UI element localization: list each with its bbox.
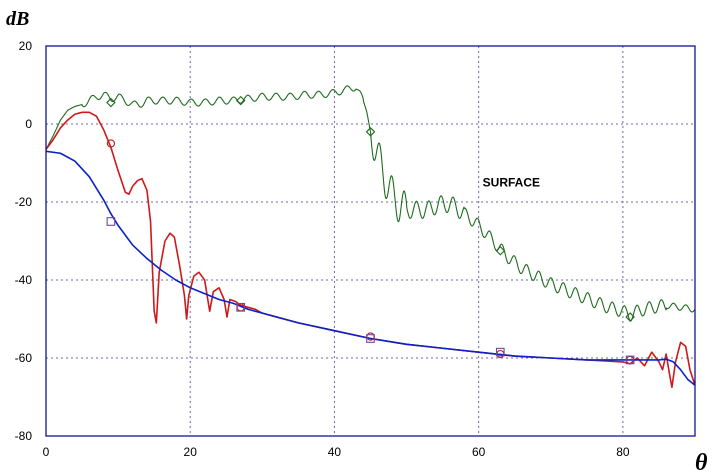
x-tick-label: 80 bbox=[616, 445, 630, 459]
tick-labels: 0 20 40 60 80 20 0 -20 -40 -60 -80 bbox=[15, 39, 630, 459]
y-tick-label: -80 bbox=[15, 429, 33, 443]
surface-annotation: SURFACE bbox=[483, 175, 540, 189]
green-diamond-marker bbox=[106, 97, 116, 108]
green-diamond-marker bbox=[625, 312, 635, 322]
x-tick-label: 20 bbox=[184, 445, 198, 459]
x-tick-label: 60 bbox=[472, 445, 486, 459]
plot-area bbox=[46, 85, 695, 389]
blue-square-marker bbox=[495, 347, 505, 357]
green-series-line bbox=[46, 85, 695, 322]
x-tick-label: 40 bbox=[328, 445, 342, 459]
x-axis-title: θ bbox=[695, 450, 708, 472]
x-tick-label: 0 bbox=[43, 445, 50, 459]
green-diamond-marker bbox=[365, 127, 376, 137]
blue-square-marker bbox=[625, 355, 635, 365]
green-diamond-marker bbox=[495, 245, 506, 256]
y-axis-title: dB bbox=[6, 8, 29, 30]
y-tick-label: -60 bbox=[15, 351, 33, 365]
green-diamond-marker bbox=[235, 95, 246, 106]
blue-series-line bbox=[46, 150, 695, 386]
y-tick-label: 20 bbox=[19, 39, 33, 53]
y-tick-label: -40 bbox=[15, 273, 33, 287]
gridlines bbox=[46, 46, 695, 436]
blue-square-marker bbox=[366, 334, 375, 343]
plot-frame bbox=[45, 45, 696, 437]
y-tick-label: 0 bbox=[25, 117, 32, 131]
y-tick-label: -20 bbox=[15, 195, 33, 209]
blue-square-marker bbox=[106, 217, 116, 226]
red-series-line bbox=[46, 111, 695, 389]
blue-square-marker bbox=[236, 302, 246, 312]
red-circle-marker bbox=[106, 139, 116, 148]
